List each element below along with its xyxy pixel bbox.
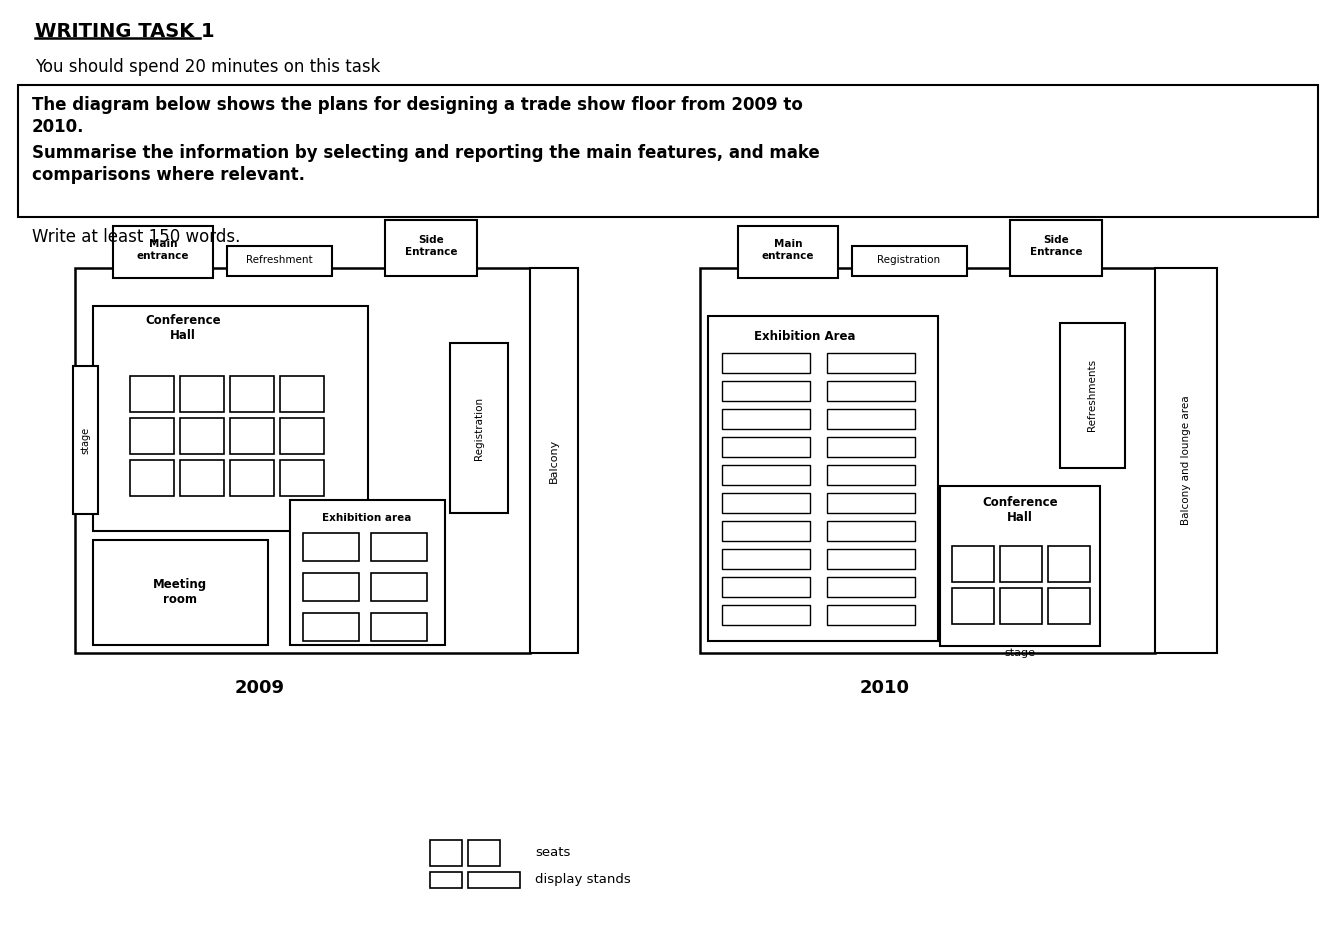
Bar [303,613,359,641]
Bar [1156,268,1217,653]
Bar [708,316,938,641]
Text: 2010: 2010 [860,679,910,697]
Bar [530,268,578,653]
Text: Meeting
room: Meeting room [152,578,207,606]
Bar [941,486,1100,646]
Text: Main
entrance: Main entrance [762,239,814,261]
Bar [852,246,967,276]
Bar [721,493,810,513]
Bar [130,460,174,496]
Text: Refreshments: Refreshments [1088,359,1097,432]
Bar [721,605,810,625]
Bar [721,381,810,401]
Text: Conference
Hall: Conference Hall [982,496,1058,524]
Bar [827,521,915,541]
Bar [827,353,915,373]
Text: You should spend 20 minutes on this task: You should spend 20 minutes on this task [35,58,381,76]
Bar [94,540,269,645]
Text: Refreshment: Refreshment [246,255,313,265]
Text: The diagram below shows the plans for designing a trade show floor from 2009 to: The diagram below shows the plans for de… [32,96,803,114]
Bar [721,437,810,457]
Bar [303,573,359,601]
Bar [1047,588,1090,624]
Bar [17,85,1319,217]
Text: Exhibition area: Exhibition area [322,513,411,523]
Text: Conference
Hall: Conference Hall [146,314,220,342]
Bar [1059,323,1125,468]
Bar [94,306,367,531]
Bar [721,409,810,429]
Bar [827,577,915,597]
Text: stage: stage [80,427,90,454]
Bar [227,246,333,276]
Bar [303,533,359,561]
Text: Side
Entrance: Side Entrance [1030,235,1082,257]
Bar [721,465,810,485]
Bar [827,409,915,429]
Bar [230,376,274,412]
Bar [430,840,462,866]
Text: Write at least 150 words.: Write at least 150 words. [32,228,240,246]
Text: Side
Entrance: Side Entrance [405,235,457,257]
Bar [281,460,325,496]
Bar [827,465,915,485]
Bar [114,226,212,278]
Bar [371,573,428,601]
Text: 2010.: 2010. [32,118,84,136]
Bar [1001,546,1042,582]
Text: seats: seats [534,846,570,859]
Bar [721,353,810,373]
Bar [700,268,1156,653]
Bar [180,376,224,412]
Text: Balcony: Balcony [549,438,558,483]
Bar [290,500,445,645]
Bar [75,268,530,653]
Bar [721,549,810,569]
Bar [953,588,994,624]
Bar [281,376,325,412]
Bar [468,840,500,866]
Bar [230,418,274,454]
Bar [230,460,274,496]
Text: comparisons where relevant.: comparisons where relevant. [32,166,305,184]
Bar [827,549,915,569]
Bar [130,418,174,454]
Bar [721,521,810,541]
Bar [827,381,915,401]
Bar [450,343,508,513]
Text: Main
entrance: Main entrance [136,239,190,261]
Text: Summarise the information by selecting and reporting the main features, and make: Summarise the information by selecting a… [32,144,820,162]
Bar [430,872,462,888]
Text: Balcony and lounge area: Balcony and lounge area [1181,396,1190,525]
Bar [385,220,477,276]
Text: Exhibition Area: Exhibition Area [755,330,856,343]
Text: 2009: 2009 [235,679,285,697]
Bar [1010,220,1102,276]
Bar [468,872,520,888]
Bar [953,546,994,582]
Text: stage: stage [1005,648,1035,658]
Bar [827,437,915,457]
Text: display stands: display stands [534,873,631,886]
Bar [737,226,838,278]
Bar [281,418,325,454]
Bar [1047,546,1090,582]
Bar [1001,588,1042,624]
Text: Registration: Registration [474,396,484,460]
Bar [130,376,174,412]
Bar [827,493,915,513]
Text: WRITING TASK 1: WRITING TASK 1 [35,22,215,41]
Bar [371,533,428,561]
Bar [371,613,428,641]
Bar [180,418,224,454]
Bar [180,460,224,496]
Bar [73,366,98,514]
Bar [721,577,810,597]
Bar [827,605,915,625]
Text: Registration: Registration [878,255,941,265]
